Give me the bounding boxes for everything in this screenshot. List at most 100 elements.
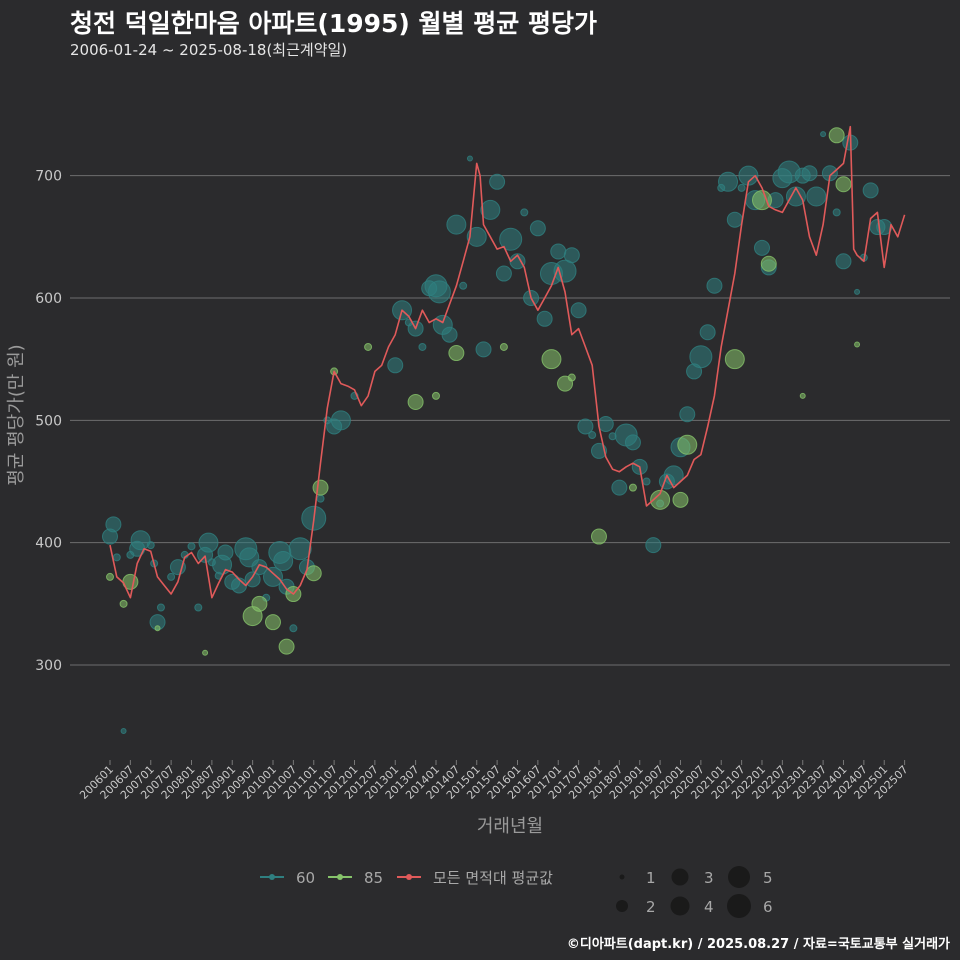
point-85-201907-23: [650, 489, 671, 510]
point-60-200603-2: [112, 553, 121, 562]
x-axis-label: 거래년월: [477, 816, 543, 837]
point-85-202401-31: [835, 176, 852, 193]
point-60-202201-97: [753, 239, 770, 256]
legend-size-1: 1: [619, 869, 656, 887]
legend-size-5: 5: [728, 866, 773, 888]
point-85-201001-7: [264, 614, 281, 631]
point-85-201407-16: [448, 345, 465, 362]
y-axis-label: 평균 평당가(만 원): [6, 344, 27, 485]
point-60-202311-108: [832, 208, 841, 217]
point-85-200805-4: [202, 649, 209, 656]
point-85-200909-6: [251, 595, 268, 612]
point-60-201109-40: [330, 410, 351, 431]
point-85-202105-26: [724, 349, 745, 370]
point-60-200907-26: [244, 571, 261, 588]
point-60-202011-90: [706, 277, 723, 294]
point-85-201509-17: [499, 342, 508, 351]
point-60-201609-65: [536, 310, 553, 327]
point-85-200605-1: [119, 599, 128, 608]
point-60-201811-78: [624, 434, 641, 451]
legend-size-3: 3: [671, 868, 714, 887]
point-85-201005-8: [278, 638, 295, 655]
point-85-201611-18: [541, 349, 562, 370]
y-tick-600: 600: [35, 291, 62, 307]
point-85-201103-11: [312, 479, 329, 496]
point-60-202303-104: [801, 165, 818, 182]
point-60-202107-94: [737, 183, 746, 192]
point-60-201407-52: [446, 214, 467, 235]
point-85-201101-10: [305, 565, 322, 582]
point-60-202003-86: [679, 406, 696, 423]
footer-credit: ©디아파트(dapt.kr) / 2025.08.27 / 자료=국토교통부 실…: [566, 937, 950, 952]
legend-size-2: 2: [616, 898, 656, 916]
point-60-201707-70: [570, 302, 587, 319]
point-60-201007-33: [289, 624, 298, 633]
point-60-202305-105: [806, 186, 827, 207]
x-axis-ticks: 2006012006072007012007072008012008072009…: [77, 760, 911, 802]
point-60-202211-102: [785, 186, 806, 207]
point-85-201401-15: [431, 391, 440, 400]
point-60-201603-62: [520, 208, 529, 217]
y-tick-700: 700: [35, 169, 62, 185]
point-60-202405-111: [854, 288, 861, 295]
point-60-202007-88: [689, 345, 713, 369]
legend-item-85: 85: [328, 869, 383, 887]
point-60-200801-14: [187, 542, 196, 551]
legend-item-average: 모든 면적대 평균값: [397, 869, 553, 887]
point-60-201405-51: [441, 326, 458, 343]
point-60-202105-93: [726, 211, 743, 228]
point-60-202103-92: [718, 171, 739, 192]
point-60-201009-34: [288, 537, 312, 561]
point-60-201402-49: [427, 280, 451, 304]
point-60-200707-11: [167, 572, 176, 581]
legend-label-85: 85: [364, 869, 383, 887]
point-60-201905-81: [645, 537, 662, 554]
chart-title: 청전 덕일한마음 아파트(1995) 월별 평균 평당가: [70, 9, 597, 38]
point-60-200806-17: [198, 532, 219, 553]
average-price-line: [109, 125, 906, 599]
point-85-202001-24: [672, 491, 689, 508]
point-60-201411-54: [466, 155, 473, 162]
series-85-points: [106, 127, 861, 656]
point-60-201703-68: [553, 259, 577, 283]
point-60-201705-69: [563, 247, 580, 264]
chart-subtitle: 2006-01-24 ~ 2025-08-18(최근계약일): [70, 41, 348, 59]
point-60-200610-6: [130, 530, 151, 551]
point-60-201709-71: [577, 418, 594, 435]
point-60-200803-15: [194, 603, 203, 612]
point-60-201004-31: [273, 551, 294, 572]
point-85-202003-25: [677, 434, 698, 455]
point-85-201705-20: [567, 373, 576, 382]
legend: 60 85 모든 면적대 평균값 1 2 3 4 5 6: [260, 866, 773, 918]
point-60-200701-7: [146, 541, 155, 550]
point-60-202401-109: [835, 253, 852, 270]
point-60-200605-3: [120, 728, 127, 735]
point-60-202409-113: [862, 182, 879, 199]
y-tick-400: 400: [35, 536, 62, 552]
svg-text:3: 3: [704, 869, 714, 887]
y-tick-500: 500: [35, 413, 62, 429]
point-60-201509-59: [495, 265, 512, 282]
point-60-200811-21: [217, 544, 234, 561]
point-60-201001-29: [262, 566, 283, 587]
legend-label-60: 60: [296, 869, 315, 887]
point-85-202405-32: [854, 341, 861, 348]
point-85-200703-3: [154, 625, 161, 632]
point-60-201607-64: [529, 220, 546, 237]
point-85-202311-30: [828, 127, 845, 144]
point-60-202009-89: [699, 324, 716, 341]
legend-label-average: 모든 면적대 평균값: [433, 869, 553, 887]
point-60-201807-76: [611, 479, 628, 496]
svg-text:6: 6: [763, 898, 773, 916]
point-60-201903-80: [642, 477, 651, 486]
legend-item-60: 60: [260, 869, 315, 887]
point-85-200601-0: [106, 572, 114, 581]
svg-text:4: 4: [704, 898, 714, 916]
point-60-201501-55: [466, 226, 487, 247]
point-85-202301-29: [799, 392, 806, 399]
point-60-201701-67: [550, 243, 567, 260]
y-axis-ticks: 300 400 500 600 700: [35, 169, 62, 674]
y-tick-300: 300: [35, 658, 62, 674]
point-85-202203-28: [760, 255, 777, 272]
